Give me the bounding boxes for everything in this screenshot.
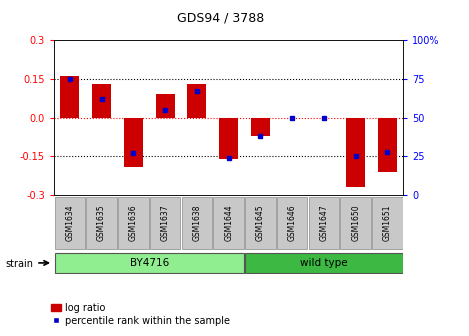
Bar — [309, 197, 339, 249]
Text: strain: strain — [6, 259, 34, 269]
Bar — [346, 118, 365, 187]
Text: GSM1634: GSM1634 — [65, 205, 74, 242]
Text: wild type: wild type — [300, 258, 348, 268]
Bar — [245, 197, 276, 249]
Bar — [182, 197, 212, 249]
Bar — [118, 197, 149, 249]
Bar — [277, 197, 307, 249]
Bar — [92, 84, 111, 118]
Text: GSM1646: GSM1646 — [287, 205, 297, 242]
Bar — [187, 84, 206, 118]
Bar — [54, 253, 244, 273]
Bar — [245, 253, 403, 273]
Bar — [61, 76, 79, 118]
Text: GSM1636: GSM1636 — [129, 205, 138, 242]
Bar — [54, 197, 85, 249]
Legend: log ratio, percentile rank within the sample: log ratio, percentile rank within the sa… — [47, 299, 234, 330]
Text: GSM1635: GSM1635 — [97, 205, 106, 242]
Text: GSM1645: GSM1645 — [256, 205, 265, 242]
Bar — [251, 118, 270, 136]
Bar — [124, 118, 143, 167]
Text: GSM1650: GSM1650 — [351, 205, 360, 242]
Bar — [219, 118, 238, 159]
Text: GSM1647: GSM1647 — [319, 205, 328, 242]
Bar — [372, 197, 403, 249]
Text: BY4716: BY4716 — [129, 258, 169, 268]
Text: GSM1651: GSM1651 — [383, 205, 392, 241]
Bar — [150, 197, 181, 249]
Text: GSM1637: GSM1637 — [160, 205, 170, 242]
Bar — [86, 197, 117, 249]
Bar — [213, 197, 244, 249]
Bar — [340, 197, 371, 249]
Bar — [156, 94, 174, 118]
Text: GSM1644: GSM1644 — [224, 205, 233, 242]
Text: GSM1638: GSM1638 — [192, 205, 201, 241]
Text: GDS94 / 3788: GDS94 / 3788 — [177, 12, 264, 25]
Bar — [378, 118, 397, 172]
